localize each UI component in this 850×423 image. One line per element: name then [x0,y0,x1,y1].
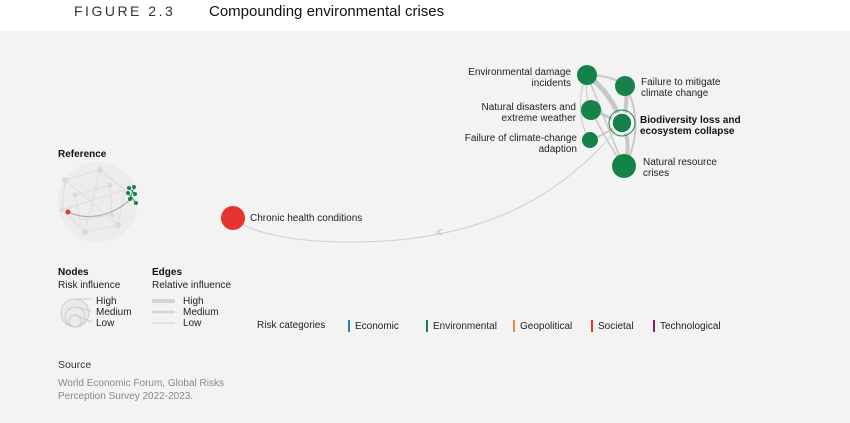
category-economic: Economic [348,320,399,332]
category-label: Economic [355,320,399,332]
category-geopolitical: Geopolitical [513,320,572,332]
label-chronic-health: Chronic health conditions [250,213,363,224]
category-label: Environmental [433,320,497,332]
edge-legend-bars [152,299,175,324]
legend-edges-subtitle: Relative influence [152,280,231,291]
technological-swatch [653,320,655,332]
label-environmental-damage: Environmental damage incidents [468,67,571,89]
label-failure-adaption: Failure of climate-change adaption [464,133,577,155]
category-label: Technological [660,320,721,332]
source-label: Source [58,359,92,371]
reference-cluster-edges [127,186,137,204]
reference-edge [67,196,134,218]
legend-edges-low: Low [183,318,202,329]
legend-nodes-title: Nodes [58,267,89,278]
figure-header: FIGURE 2.3 Compounding environmental cri… [0,0,850,31]
node-biodiversity-ring [608,109,636,137]
legend-nodes-low: Low [96,318,115,329]
node-biodiversity[interactable] [611,112,633,134]
legend-edges-medium: Medium [183,307,219,318]
geopolitical-swatch [513,320,515,332]
environmental-swatch [426,320,428,332]
network-diagram [58,65,637,328]
reference-background [58,162,138,242]
edge-to-chronic-health [232,122,623,243]
node-chronic-health[interactable] [221,206,245,230]
societal-swatch [591,320,593,332]
category-societal: Societal [591,320,634,332]
legend-edges-title: Edges [152,267,183,278]
node-environmental-damage[interactable] [577,65,597,85]
legend-nodes-high: High [96,296,117,307]
category-label: Geopolitical [520,320,573,332]
legend-edges-high: High [183,296,204,307]
node-failure-adaption[interactable] [582,132,598,148]
source-text-line1: World Economic Forum, Global Risks [58,378,224,389]
node-natural-disasters[interactable] [581,100,601,120]
node-natural-resource[interactable] [612,154,636,178]
economic-swatch [348,320,350,332]
reference-thumbnail [58,162,138,242]
category-technological: Technological [653,320,721,332]
label-biodiversity: Biodiversity loss and ecosystem collapse [640,115,741,137]
label-natural-resource: Natural resource crises [643,157,717,179]
node-failure-mitigate[interactable] [615,76,635,96]
reference-societal-dot [65,209,71,215]
label-failure-mitigate: Failure to mitigate climate change [641,77,721,99]
category-label: Societal [598,320,634,332]
reference-nodes [59,167,121,235]
risk-categories-label: Risk categories [257,320,325,331]
label-natural-disasters: Natural disasters and extreme weather [481,102,577,124]
legend-nodes-medium: Medium [96,307,132,318]
edge-arrow-icon [436,228,443,236]
risk-categories-text: Risk categories [257,320,326,331]
node-legend-circles [60,298,93,328]
reference-label: Reference [58,149,107,160]
legend-nodes-subtitle: Risk influence [58,280,121,291]
category-environmental: Environmental [426,320,497,332]
figure-title: Compounding environmental crises [209,3,445,20]
figure-label: FIGURE 2.3 [74,3,176,19]
source-text-line2: Perception Survey 2022-2023. [58,391,194,402]
